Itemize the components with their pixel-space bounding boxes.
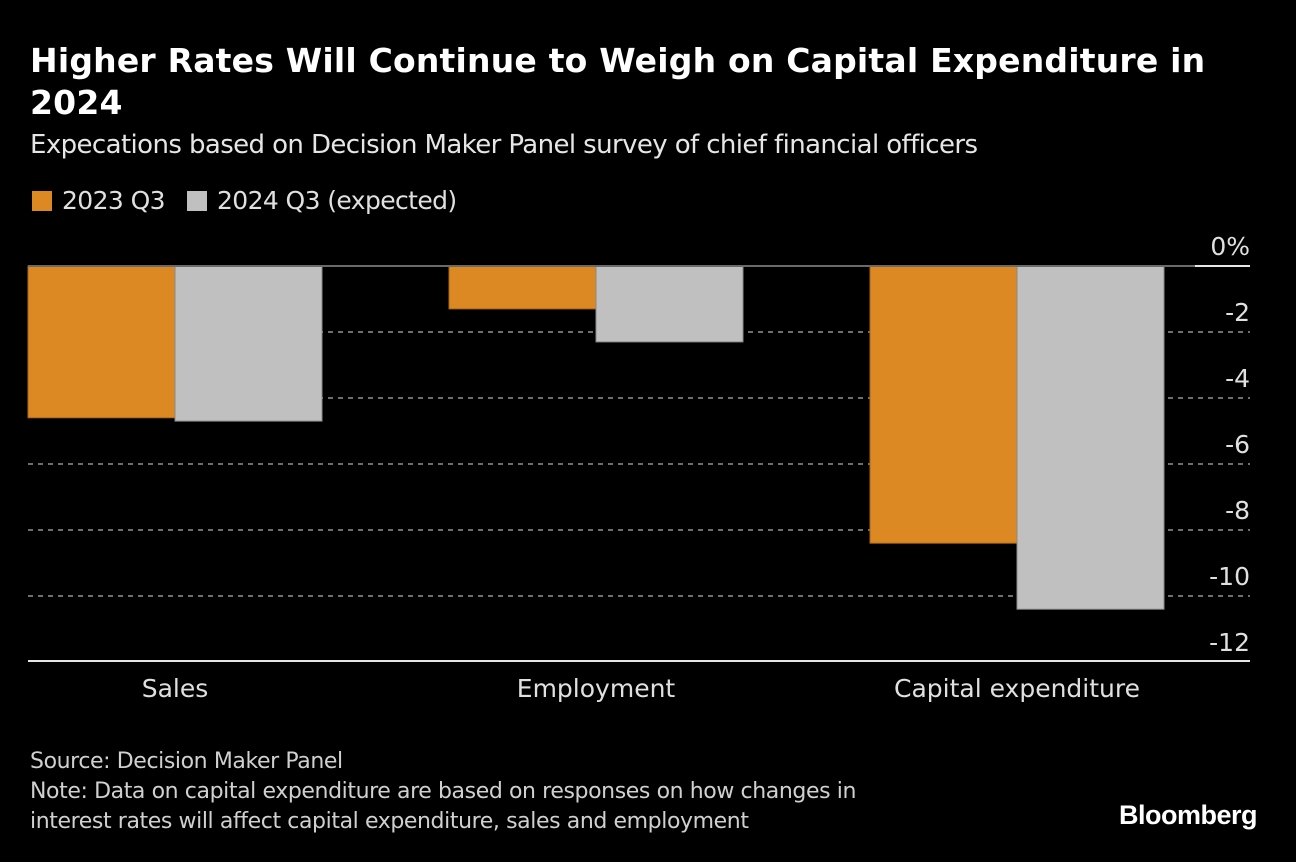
bar-employment-2023-q3: [448, 265, 597, 310]
legend-swatch-2023-q3: [32, 190, 52, 211]
legend-label-2024-q3: 2024 Q3 (expected): [216, 186, 457, 215]
x-category-label: Sales: [142, 674, 209, 703]
y-tick-label: 0%: [1210, 232, 1250, 261]
legend-label-2023-q3: 2023 Q3: [62, 186, 166, 215]
x-category-label: Employment: [517, 674, 676, 703]
y-tick-label: -4: [1225, 364, 1250, 393]
bar-capital-expenditure-2023-q3: [869, 265, 1018, 544]
x-axis-categories: Sales Employment Capital expenditure: [142, 674, 1140, 703]
chart-title: Higher Rates Will Continue to Weigh on C…: [30, 41, 1206, 122]
source-note: Source: Decision Maker Panel: [30, 749, 343, 774]
bar-capital-expenditure-2024-q3: [1016, 265, 1165, 610]
legend-item-2023-q3: 2023 Q3: [32, 186, 166, 215]
chart-subtitle: Expecations based on Decision Maker Pane…: [30, 130, 978, 160]
note-line-2: interest rates will affect capital expen…: [30, 809, 749, 834]
footer: Source: Decision Maker Panel Note: Data …: [30, 747, 856, 837]
note-line-1: Note: Data on capital expenditure are ba…: [30, 779, 857, 804]
y-axis-ticks: 0% -2 -4 -6 -8 -10 -12: [1209, 232, 1250, 657]
bar-sales-2024-q3: [174, 265, 323, 422]
bar-employment-2024-q3: [595, 265, 744, 343]
bars: [27, 265, 1165, 610]
y-tick-label: -6: [1225, 430, 1250, 459]
y-tick-label: -12: [1209, 628, 1250, 657]
bar-sales-2023-q3: [27, 265, 176, 419]
bloomberg-logo: Bloomberg: [1118, 800, 1258, 830]
y-tick-label: -10: [1209, 562, 1250, 591]
y-tick-label: -8: [1225, 496, 1250, 525]
legend: 2023 Q3 2024 Q3 (expected): [32, 186, 479, 215]
y-tick-label: -2: [1225, 298, 1250, 327]
legend-item-2024-q3: 2024 Q3 (expected): [186, 186, 457, 215]
legend-swatch-2024-q3: [186, 190, 207, 211]
x-category-label: Capital expenditure: [894, 674, 1140, 703]
